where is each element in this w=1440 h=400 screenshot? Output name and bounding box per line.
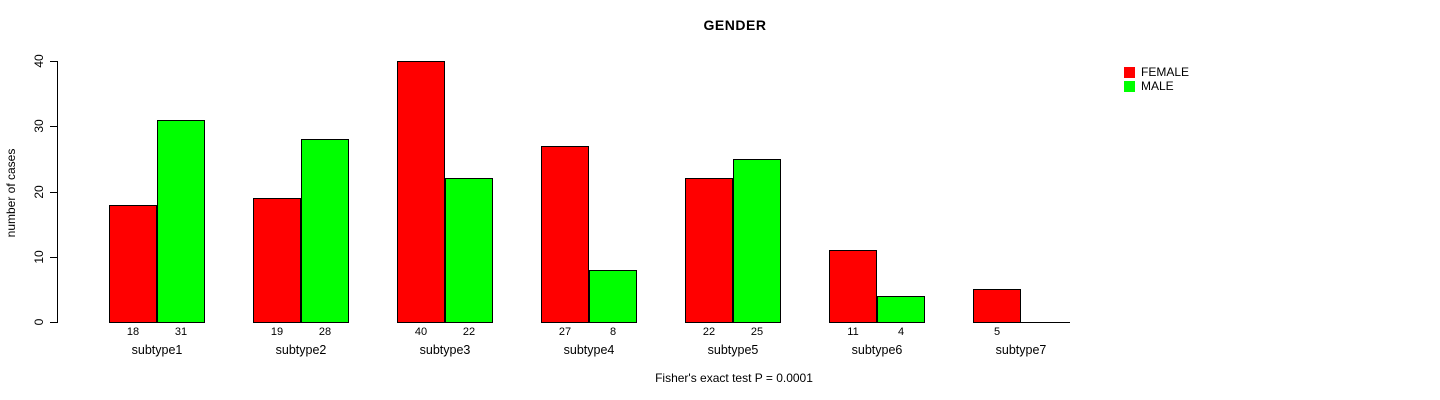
legend-item-male: MALE xyxy=(1124,79,1189,93)
legend: FEMALE MALE xyxy=(1124,65,1189,93)
bar-female-subtype5 xyxy=(685,178,733,323)
y-tick xyxy=(50,322,57,323)
female-color-swatch xyxy=(1124,66,1135,78)
male-color-swatch xyxy=(1124,80,1135,92)
bar-value-label: 18 xyxy=(126,326,140,338)
bar-value-label: 19 xyxy=(270,326,284,338)
bar-male-subtype4 xyxy=(589,270,637,323)
category-label: subtype3 xyxy=(419,343,471,357)
y-tick xyxy=(50,191,57,193)
bar-female-subtype4 xyxy=(541,146,589,323)
y-tick-label: 20 xyxy=(32,184,46,199)
y-tick xyxy=(50,256,57,258)
bar-value-label: 40 xyxy=(414,326,428,338)
y-tick xyxy=(50,61,57,62)
bar-value-label: 8 xyxy=(609,326,617,338)
category-label: subtype6 xyxy=(851,343,903,357)
bar-male-subtype5 xyxy=(733,159,781,323)
legend-item-female: FEMALE xyxy=(1124,65,1189,79)
bar-female-subtype1 xyxy=(109,205,157,323)
chart-title: GENDER xyxy=(703,17,767,33)
bar-value-label: 28 xyxy=(318,326,332,338)
bar-value-label: 11 xyxy=(847,326,859,338)
y-tick-label: 40 xyxy=(32,54,46,68)
category-label: subtype4 xyxy=(563,343,615,357)
bar-value-label: 22 xyxy=(702,326,716,338)
category-label: subtype2 xyxy=(275,343,327,357)
bar-male-subtype1 xyxy=(157,120,205,323)
bar-value-label: 25 xyxy=(750,326,764,338)
bar-zero-male-subtype7 xyxy=(1021,322,1070,323)
y-tick xyxy=(50,126,57,128)
category-label: subtype7 xyxy=(995,343,1047,357)
bar-value-label: 22 xyxy=(462,326,476,338)
y-axis-line xyxy=(57,61,58,323)
bar-female-subtype6 xyxy=(829,250,877,323)
legend-label-male: MALE xyxy=(1141,79,1174,93)
bar-male-subtype3 xyxy=(445,178,493,323)
category-label: subtype5 xyxy=(707,343,759,357)
bar-value-label: 5 xyxy=(993,326,1001,338)
annotation-text: Fisher's exact test P = 0.0001 xyxy=(655,371,813,385)
bar-value-label: 4 xyxy=(897,326,905,338)
bar-male-subtype6 xyxy=(877,296,925,323)
y-tick-label: 30 xyxy=(32,119,46,133)
y-tick-label: 10 xyxy=(32,250,46,264)
bar-female-subtype3 xyxy=(397,61,445,323)
bar-value-label: 27 xyxy=(558,326,572,338)
bar-female-subtype2 xyxy=(253,198,301,323)
y-tick-label: 0 xyxy=(32,318,46,326)
bar-value-label: 31 xyxy=(174,326,188,338)
legend-label-female: FEMALE xyxy=(1141,65,1190,79)
category-label: subtype1 xyxy=(131,343,183,357)
bar-male-subtype2 xyxy=(301,139,349,323)
bar-female-subtype7 xyxy=(973,289,1021,323)
